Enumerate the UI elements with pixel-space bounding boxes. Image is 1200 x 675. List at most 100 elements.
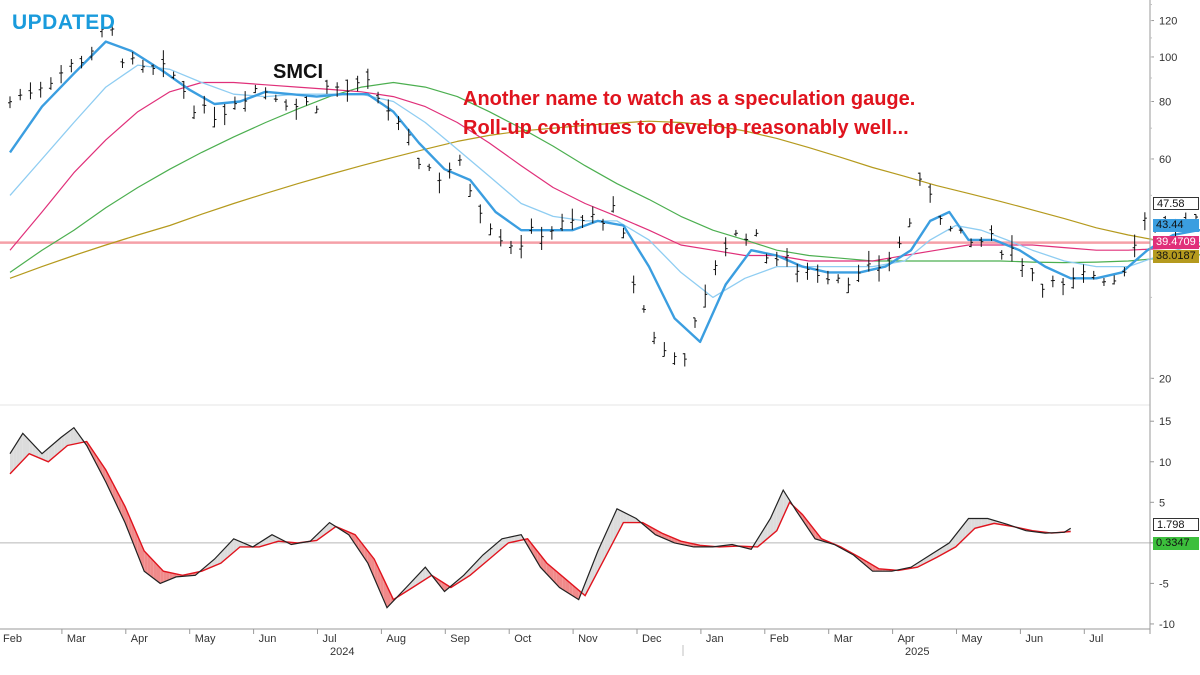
osc-fill-segment bbox=[604, 529, 608, 560]
osc-fill-segment bbox=[572, 584, 576, 598]
osc-fill-segment bbox=[163, 571, 167, 583]
osc-fill-segment bbox=[562, 576, 566, 592]
osc-fill-segment bbox=[351, 533, 356, 545]
x-axis-month-label: Aug bbox=[386, 633, 406, 645]
price-axis-tick-label: 80 bbox=[1159, 97, 1171, 109]
osc-fill-segment bbox=[760, 528, 765, 545]
price-tag-olive: 38.0187 bbox=[1153, 249, 1199, 263]
osc-fill-segment bbox=[805, 518, 809, 530]
x-axis-month-label: Dec bbox=[642, 633, 662, 645]
osc-fill-segment bbox=[271, 534, 276, 544]
osc-fill-segment bbox=[508, 536, 512, 543]
osc-fill-segment bbox=[482, 552, 487, 565]
osc-fill-segment bbox=[514, 535, 519, 542]
ma-fast-blue-line bbox=[9, 40, 1200, 344]
osc-fast-line bbox=[9, 426, 1072, 609]
symbol-title: SMCI bbox=[273, 61, 323, 83]
osc-fill-segment bbox=[511, 536, 515, 543]
osc-fill-segment bbox=[45, 448, 49, 462]
osc-fill-segment bbox=[70, 427, 74, 445]
osc-fill-segment bbox=[227, 542, 231, 558]
osc-fill-segment bbox=[224, 545, 228, 561]
osc-fill-segment bbox=[57, 437, 62, 454]
osc-slow-line bbox=[9, 440, 1071, 601]
axes-layer: 20406080100120-10-5051015FebMarAprMayJun… bbox=[0, 0, 1177, 658]
x-axis-month-label: Feb bbox=[770, 633, 789, 645]
osc-fill-segment bbox=[610, 515, 614, 547]
updated-label: UPDATED bbox=[12, 11, 116, 34]
x-axis-month-label: Apr bbox=[131, 633, 148, 645]
price-axis-tick-label: 20 bbox=[1159, 373, 1171, 385]
price-tag-last: 47.58 bbox=[1153, 196, 1199, 210]
osc-fill-segment bbox=[13, 443, 17, 471]
osc-fill-segment bbox=[984, 518, 988, 526]
osc-fill-segment bbox=[89, 446, 94, 458]
x-axis-month-label: Feb bbox=[3, 633, 22, 645]
osc-fill-segment bbox=[51, 442, 55, 460]
osc-fill-segment bbox=[54, 440, 58, 457]
osc-fill-segment bbox=[495, 541, 499, 554]
osc-fill-segment bbox=[243, 542, 247, 547]
osc-fill-segment bbox=[613, 508, 618, 541]
osc-fill-segment bbox=[597, 543, 602, 572]
osc-fill-segment bbox=[460, 575, 464, 582]
x-axis-month-label: Mar bbox=[67, 633, 86, 645]
osc-fill-segment bbox=[48, 445, 52, 462]
x-axis-month-label: Sep bbox=[450, 633, 470, 645]
ma-olive-line bbox=[9, 120, 1200, 279]
osc-fill-segment bbox=[220, 548, 225, 564]
osc-fill-segment bbox=[556, 571, 560, 588]
osc-fill-segment bbox=[815, 530, 819, 540]
osc-fill-segment bbox=[160, 567, 164, 584]
osc-fill-segment bbox=[757, 533, 761, 547]
osc-fill-segment bbox=[441, 581, 445, 592]
osc-fill-segment bbox=[425, 567, 429, 580]
annotation-line-2: Roll-up continues to develop reasonably … bbox=[463, 117, 909, 139]
osc-fill-segment bbox=[601, 536, 605, 566]
osc-fill-segment bbox=[553, 568, 557, 585]
osc-axis-tick-label: -10 bbox=[1159, 619, 1175, 631]
osc-fill-segment bbox=[974, 518, 979, 529]
x-axis-month-label: Apr bbox=[898, 633, 915, 645]
osc-fill-segment bbox=[29, 440, 33, 456]
osc-fill-segment bbox=[773, 504, 777, 534]
x-axis-month-label: Mar bbox=[834, 633, 853, 645]
osc-fill-segment bbox=[383, 579, 388, 608]
price-axis-tick-label: 60 bbox=[1159, 154, 1171, 166]
osc-axis-tick-label: 5 bbox=[1159, 497, 1165, 509]
annotation-line-1: Another name to watch as a speculation g… bbox=[463, 88, 916, 110]
osc-fill-segment bbox=[144, 550, 148, 574]
osc-fill-segment bbox=[946, 542, 950, 553]
ma-pink-line bbox=[9, 81, 1200, 262]
x-axis-month-label: Jun bbox=[1025, 633, 1043, 645]
osc-fill-segment bbox=[978, 518, 982, 528]
osc-fill-segment bbox=[955, 530, 959, 547]
osc-axis-tick-label: 10 bbox=[1159, 457, 1171, 469]
osc-fill-segment bbox=[489, 546, 493, 560]
osc-axis-tick-label: 15 bbox=[1159, 416, 1171, 428]
osc-fill-segment bbox=[565, 579, 570, 594]
osc-fill-segment bbox=[965, 518, 969, 538]
x-axis-month-label: Nov bbox=[578, 633, 598, 645]
osc-axis-tick-label: -5 bbox=[1159, 578, 1169, 590]
osc-fill-segment bbox=[962, 522, 966, 541]
osc-fill-segment bbox=[486, 549, 490, 562]
x-axis-month-label: May bbox=[962, 633, 983, 645]
osc-fill-segment bbox=[987, 518, 991, 526]
osc-fill-segment bbox=[779, 490, 784, 524]
osc-fill-segment bbox=[968, 518, 972, 535]
osc-fill-segment bbox=[981, 518, 985, 527]
osc-fill-segment bbox=[518, 534, 522, 541]
osc-fill-segment bbox=[559, 573, 563, 590]
osc-fill-segment bbox=[22, 433, 26, 461]
osc-fill-segment bbox=[156, 564, 161, 584]
osc-fill-segment bbox=[569, 582, 573, 596]
osc-fill-segment bbox=[811, 526, 816, 539]
x-axis-month-label: Jun bbox=[259, 633, 277, 645]
osc-fill-segment bbox=[19, 433, 23, 464]
x-axis-year-label: 2024 bbox=[330, 646, 354, 658]
osc-fill-segment bbox=[942, 544, 947, 554]
osc-fill-segment bbox=[575, 587, 579, 600]
osc-fill-segment bbox=[169, 572, 173, 580]
